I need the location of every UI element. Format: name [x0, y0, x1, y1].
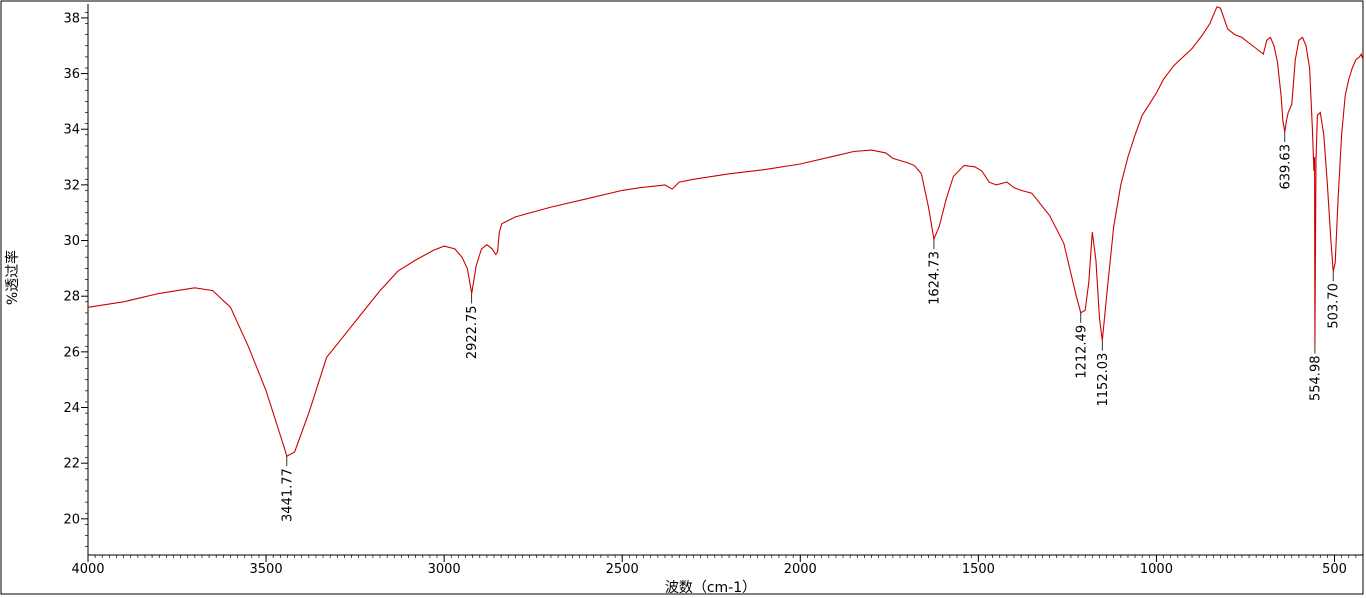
- peak-label: 1624.73: [927, 251, 942, 305]
- y-tick-label: 36: [63, 67, 80, 82]
- x-tick-label: 1500: [962, 562, 995, 577]
- y-tick-label: 22: [63, 457, 80, 472]
- x-tick-label: 500: [1322, 562, 1347, 577]
- y-tick-label: 34: [63, 123, 80, 138]
- minor-ticks: [85, 11, 1364, 558]
- axes: [87, 4, 1363, 556]
- peak-label: 2922.75: [465, 305, 480, 359]
- peak-label: 639.63: [1278, 144, 1293, 190]
- x-tick-label: 3500: [250, 562, 283, 577]
- peak-label: 554.98: [1308, 356, 1323, 402]
- x-tick-label: 2500: [606, 562, 639, 577]
- y-tick-label: 26: [63, 345, 80, 360]
- y-tick-label: 24: [63, 401, 80, 416]
- x-axis-title: 波数（cm-1）: [665, 580, 756, 596]
- x-tick-label: 1000: [1140, 562, 1173, 577]
- y-tick-label: 32: [63, 178, 80, 193]
- x-tick-label: 4000: [71, 562, 104, 577]
- spectrum-line: [87, 6, 1364, 458]
- y-tick-label: 30: [63, 234, 80, 249]
- y-axis-title: %透过率: [4, 250, 21, 305]
- peak-label: 1212.49: [1074, 325, 1089, 379]
- y-tick-label: 38: [63, 11, 80, 26]
- peak-annotations: 3441.77 2922.75 1624.73 1212.49 1152.03 639.6…: [280, 132, 1342, 522]
- y-tick-label: 28: [63, 290, 80, 305]
- tick-labels: 4000 3500 3000 2500 2000 1500 1000 500 20 22 24 26 2…: [63, 11, 1346, 577]
- major-ticks: [81, 17, 1336, 562]
- x-tick-label: 2000: [784, 562, 817, 577]
- x-tick-label: 3000: [428, 562, 461, 577]
- peak-label: 1152.03: [1096, 353, 1111, 407]
- peak-label: 503.70: [1327, 283, 1342, 329]
- y-tick-label: 20: [63, 512, 80, 527]
- peak-label: 3441.77: [280, 468, 295, 522]
